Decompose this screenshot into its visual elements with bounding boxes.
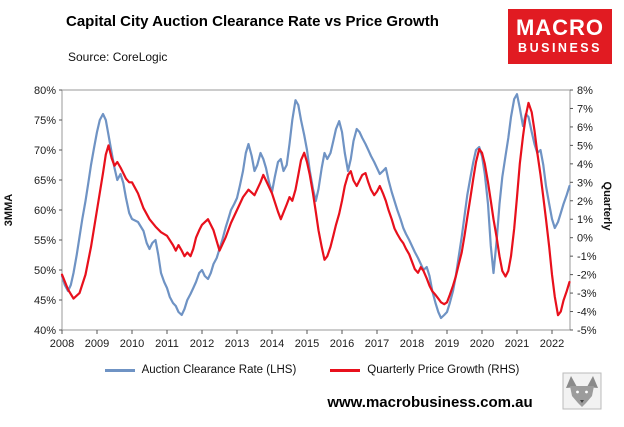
y-right-tick-label: -3%: [577, 288, 597, 300]
y-right-tick-label: -5%: [577, 325, 597, 337]
chart-title: Capital City Auction Clearance Rate vs P…: [66, 13, 439, 30]
x-tick-label: 2021: [505, 338, 529, 350]
footer-url: www.macrobusiness.com.au: [327, 394, 533, 411]
chart-source: Source: CoreLogic: [68, 50, 168, 64]
x-tick-label: 2011: [155, 338, 179, 350]
x-tick-label: 2015: [295, 338, 319, 350]
x-tick-label: 2009: [85, 338, 109, 350]
macrobusiness-logo: MACRO BUSINESS: [508, 9, 612, 64]
y-right-tick-label: -2%: [577, 270, 597, 282]
y-right-tick-label: 7%: [577, 103, 593, 115]
y-left-tick-label: 45%: [34, 295, 56, 307]
legend-label-price-growth: Quarterly Price Growth (RHS): [367, 364, 520, 376]
y-right-tick-label: 6%: [577, 122, 593, 134]
y-left-tick-label: 55%: [34, 235, 56, 247]
legend-line-blue-icon: [104, 368, 135, 372]
chart-legend: Auction Clearance Rate (LHS) Quarterly P…: [0, 364, 624, 376]
x-tick-label: 2014: [260, 338, 284, 350]
y-axis-label-left: 3MMA: [3, 193, 15, 227]
chart-plot: 40% 45% 50% 55% 60% 65% 70% 75% 80% 8% 7% 6% 5% 4% 3% 2…: [34, 85, 597, 350]
x-tick-label: 2017: [365, 338, 389, 350]
y-right-tick-label: 1%: [577, 214, 593, 226]
series-line-price-growth: [60, 101, 571, 317]
y-left-tick-label: 65%: [34, 175, 56, 187]
legend-item-clearance-rate: Auction Clearance Rate (LHS): [104, 364, 297, 376]
series-line-clearance-rate: [60, 93, 571, 320]
y-right-tick-label: 2%: [577, 196, 593, 208]
legend-item-price-growth: Quarterly Price Growth (RHS): [330, 364, 519, 376]
x-tick-label: 2010: [120, 338, 144, 350]
y-right-tick-label: -4%: [577, 307, 597, 319]
x-tick-label: 2013: [225, 338, 249, 350]
y-left-tick-label: 70%: [34, 145, 56, 157]
y-left-tick-label: 75%: [34, 115, 56, 127]
x-tick-label: 2016: [330, 338, 354, 350]
logo-text-macro: MACRO: [515, 15, 605, 40]
y-right-tick-label: 3%: [577, 177, 593, 189]
y-left-tick-label: 80%: [34, 85, 56, 97]
x-tick-label: 2022: [540, 338, 564, 350]
y-right-tick-label: -1%: [577, 251, 597, 263]
y-right-tick-label: 5%: [577, 140, 593, 152]
x-tick-label: 2020: [470, 338, 494, 350]
y-left-tick-label: 40%: [34, 325, 56, 337]
x-tick-label: 2018: [400, 338, 424, 350]
wolf-logo-icon: [562, 372, 602, 410]
logo-text-business: BUSINESS: [518, 41, 602, 55]
x-tick-label: 2012: [190, 338, 214, 350]
legend-line-red-icon: [330, 368, 361, 372]
y-right-tick-label: 4%: [577, 159, 593, 171]
y-right-tick-label: 0%: [577, 233, 593, 245]
y-left-tick-label: 50%: [34, 265, 56, 277]
y-left-tick-label: 60%: [34, 205, 56, 217]
y-right-tick-label: 8%: [577, 85, 593, 97]
legend-label-clearance-rate: Auction Clearance Rate (LHS): [141, 364, 297, 376]
x-tick-label: 2019: [435, 338, 459, 350]
y-axis-label-right: Quarterly: [601, 181, 613, 231]
x-tick-label: 2008: [50, 338, 74, 350]
